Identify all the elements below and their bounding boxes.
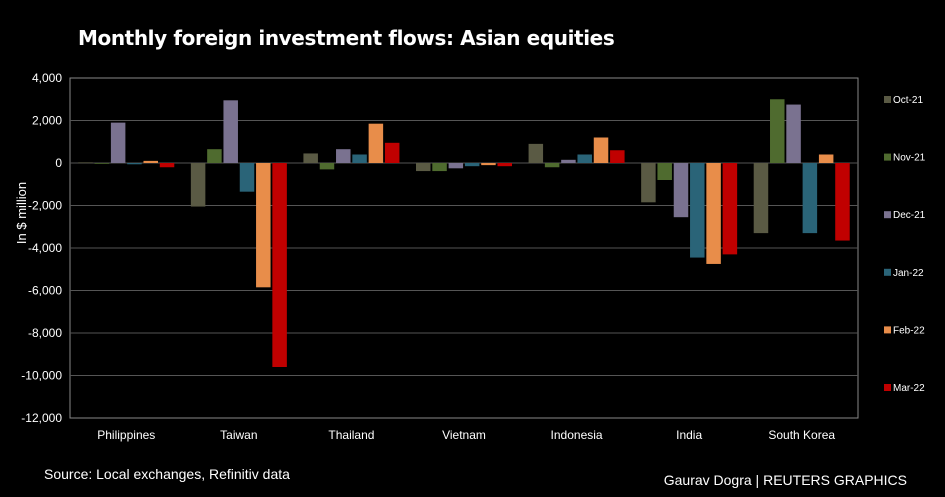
bar <box>544 163 560 168</box>
bar <box>303 153 318 163</box>
bar <box>127 163 142 165</box>
bar <box>657 163 672 180</box>
legend-swatch <box>884 211 891 219</box>
source-note: Source: Local exchanges, Refinitiv data <box>44 466 290 482</box>
legend-label: Jan-22 <box>893 268 924 279</box>
bar <box>610 150 625 163</box>
bar <box>368 123 384 163</box>
y-tick-label: -6,000 <box>28 284 62 298</box>
bar <box>416 163 431 172</box>
legend: Oct-21 Nov-21 Dec-21 Jan-22 Feb-22 Mar-22 <box>884 95 926 394</box>
x-category-label: Philippines <box>97 428 155 442</box>
x-category-label: South Korea <box>768 428 835 442</box>
y-tick-label: -8,000 <box>28 326 62 340</box>
x-category-label: Thailand <box>328 428 374 442</box>
bar <box>464 163 480 167</box>
page-title: Monthly foreign investment flows: Asian … <box>78 26 615 50</box>
bar <box>352 154 367 163</box>
bar <box>802 163 818 234</box>
y-tick-label: -2,000 <box>28 199 62 213</box>
bar <box>256 163 271 288</box>
bar <box>272 163 287 367</box>
credit-line: Gaurav Dogra | REUTERS GRAPHICS <box>663 472 907 488</box>
legend-label: Dec-21 <box>893 210 926 221</box>
bar <box>722 163 738 255</box>
legend-swatch <box>884 268 891 276</box>
bar <box>673 163 689 218</box>
bar <box>159 163 175 168</box>
bar <box>786 104 801 163</box>
y-tick-label: -10,000 <box>21 369 62 383</box>
y-tick-label: 4,000 <box>32 71 62 85</box>
bar <box>448 163 464 169</box>
bar <box>641 163 656 203</box>
bar <box>481 163 496 166</box>
bar <box>223 100 238 163</box>
y-tick-label: -4,000 <box>28 241 62 255</box>
x-category-label: Taiwan <box>220 428 257 442</box>
bar <box>770 99 785 163</box>
bar <box>818 154 834 163</box>
legend-label: Nov-21 <box>893 153 926 164</box>
bar <box>78 162 93 164</box>
bar <box>94 163 110 164</box>
bar <box>835 163 850 241</box>
bar <box>528 143 544 163</box>
y-tick-label: -12,000 <box>21 411 62 425</box>
bar <box>239 163 255 192</box>
y-tick-label: 2,000 <box>32 114 62 128</box>
bar <box>207 149 222 163</box>
y-tick-label: 0 <box>55 156 62 170</box>
bar <box>706 163 721 264</box>
x-axis: Philippines Taiwan Thailand Vietnam Indonesi… <box>97 428 835 442</box>
legend-swatch <box>884 326 891 334</box>
bar <box>497 163 512 167</box>
bar <box>577 154 592 163</box>
bar <box>753 163 769 234</box>
x-category-label: Vietnam <box>442 428 486 442</box>
legend-swatch <box>884 96 891 103</box>
legend-swatch <box>884 384 891 391</box>
bar <box>336 149 351 163</box>
bar <box>561 159 576 163</box>
y-axis: 4,000 2,000 0 -2,000 -4,000 -6,000 -8,000 -10,0… <box>21 71 62 425</box>
x-category-label: India <box>676 428 702 442</box>
legend-label: Mar-22 <box>893 383 925 394</box>
x-category-label: Indonesia <box>551 428 603 442</box>
bar <box>190 163 206 207</box>
bar <box>384 142 400 163</box>
legend-label: Feb-22 <box>893 325 925 336</box>
bar <box>143 160 158 163</box>
bar <box>110 122 126 163</box>
legend-swatch <box>884 153 891 161</box>
bar <box>319 163 335 170</box>
bar <box>690 163 705 258</box>
bar <box>593 137 609 163</box>
y-axis-title: In $ million <box>14 182 29 244</box>
bar <box>432 163 447 172</box>
legend-label: Oct-21 <box>893 95 923 106</box>
bars <box>78 99 850 367</box>
